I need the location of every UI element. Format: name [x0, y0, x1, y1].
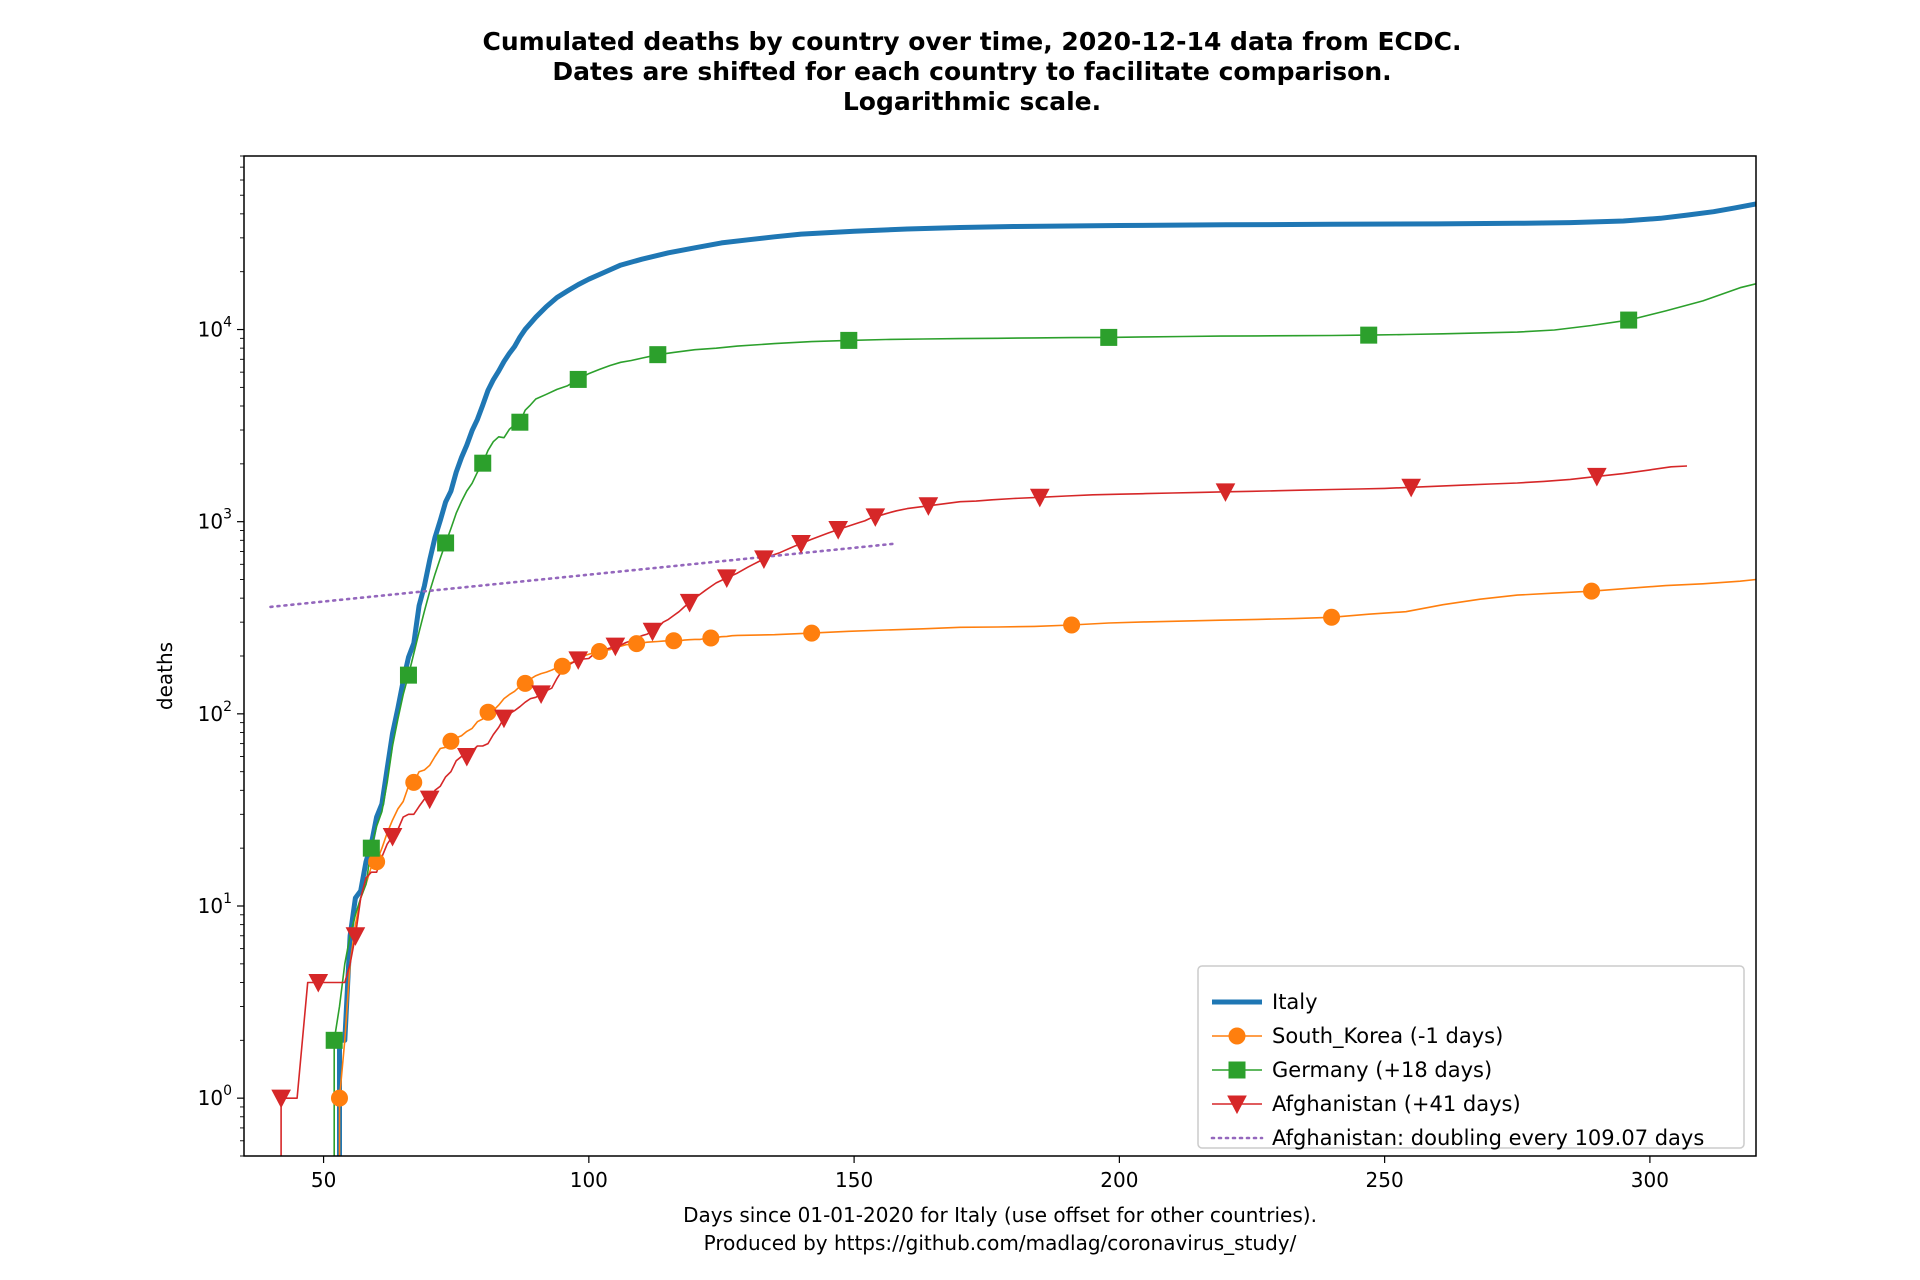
legend-item-south-korea-1-days: South_Korea (-1 days) [1212, 1024, 1503, 1049]
chart-title-line-1: Cumulated deaths by country over time, 2… [482, 27, 1461, 56]
legend-item-italy: Italy [1212, 990, 1318, 1014]
data-point-afghanistan-41-days [918, 497, 939, 516]
x-axis-label: Days since 01-01-2020 for Italy (use off… [683, 1203, 1317, 1255]
series-line-afghanistan-doubling-every-109-07-days [269, 542, 898, 609]
data-point-afghanistan-41-days [494, 709, 514, 729]
data-point-germany-18-days [1100, 328, 1118, 346]
data-point-afghanistan-41-days [531, 685, 551, 704]
data-point-afghanistan-41-days [828, 521, 849, 540]
data-point-germany-18-days [437, 534, 455, 552]
chart-title-line-3: Logarithmic scale. [843, 87, 1101, 116]
data-point-south-korea-1-days [590, 643, 608, 661]
series-line-afghanistan-41-days [280, 465, 1688, 1156]
data-point-germany-18-days [649, 346, 667, 364]
legend-item-germany-18-days: Germany (+18 days) [1212, 1058, 1492, 1082]
data-point-afghanistan-41-days [1587, 467, 1607, 487]
data-point-germany-18-days [399, 666, 417, 684]
data-point-afghanistan-41-days [642, 622, 663, 642]
legend: Italy South_Korea (-1 days) Germany (+18 d… [1197, 965, 1745, 1150]
data-point-south-korea-1-days [516, 674, 534, 692]
data-point-afghanistan-41-days [271, 1089, 291, 1109]
chart-title-line-2: Dates are shifted for each country to fa… [552, 57, 1391, 86]
x-tick-label-250: 250 [1366, 1168, 1404, 1192]
data-point-afghanistan-41-days [1029, 488, 1050, 508]
data-point-south-korea-1-days [665, 632, 683, 650]
y-tick-label-3: 103 [198, 507, 232, 534]
series-line-italy [337, 201, 1756, 1156]
x-tick-label-300: 300 [1631, 1168, 1669, 1192]
x-axis-label-line-1: Days since 01-01-2020 for Italy (use off… [683, 1203, 1317, 1227]
y-tick-label-1: 101 [198, 891, 232, 918]
x-tick-label-100: 100 [570, 1168, 608, 1192]
data-point-afghanistan-41-days [791, 535, 811, 554]
data-point-afghanistan-41-days [419, 790, 440, 810]
legend-label: Afghanistan (+41 days) [1272, 1092, 1521, 1116]
data-point-afghanistan-41-days [716, 569, 737, 588]
chart-title: Cumulated deaths by country over time, 2… [482, 27, 1461, 116]
legend-box [1197, 965, 1745, 1149]
data-point-germany-18-days [325, 1031, 343, 1049]
data-point-afghanistan-41-days [865, 508, 886, 527]
series-layer [269, 201, 1756, 1156]
data-point-afghanistan-41-days [1215, 483, 1236, 502]
data-point-south-korea-1-days [628, 635, 646, 653]
legend-marker [1227, 1095, 1247, 1115]
data-point-south-korea-1-days [442, 732, 460, 750]
data-point-germany-18-days [1360, 326, 1378, 344]
data-point-germany-18-days [511, 413, 529, 431]
legend-label: Germany (+18 days) [1272, 1058, 1492, 1082]
data-point-south-korea-1-days [1063, 616, 1081, 634]
data-point-afghanistan-41-days [679, 593, 700, 613]
data-point-south-korea-1-days [702, 629, 720, 647]
data-point-afghanistan-41-days [1401, 478, 1421, 498]
legend-item-afghanistan-41-days: Afghanistan (+41 days) [1212, 1092, 1521, 1116]
x-axis: 50 100 150 200 250 300 [311, 1156, 1669, 1192]
y-axis-label: deaths [153, 642, 177, 710]
legend-label: Italy [1272, 990, 1318, 1014]
legend-item-afghanistan-doubling-every-109-07-days: Afghanistan: doubling every 109.07 days [1210, 1126, 1704, 1150]
data-point-afghanistan-41-days [568, 651, 589, 670]
x-tick-label-50: 50 [311, 1168, 336, 1192]
data-point-afghanistan-41-days [382, 827, 403, 847]
data-point-germany-18-days [569, 370, 587, 388]
data-point-south-korea-1-days [1583, 582, 1601, 600]
legend-label: South_Korea (-1 days) [1272, 1024, 1503, 1049]
marker-layer [271, 311, 1638, 1109]
data-point-south-korea-1-days [479, 703, 497, 721]
y-tick-label-2: 102 [198, 699, 232, 726]
x-tick-label-150: 150 [835, 1168, 873, 1192]
data-point-south-korea-1-days [330, 1089, 348, 1107]
data-point-south-korea-1-days [553, 657, 571, 675]
legend-marker [1228, 1027, 1246, 1045]
data-point-afghanistan-41-days [605, 637, 626, 657]
data-point-afghanistan-41-days [308, 973, 329, 993]
data-point-germany-18-days [362, 839, 380, 857]
y-tick-label-0: 100 [198, 1083, 232, 1110]
y-axis: 100 101 102 103 104 [198, 155, 244, 1157]
data-point-afghanistan-41-days [754, 550, 774, 570]
y-tick-label-4: 104 [198, 315, 232, 342]
data-point-germany-18-days [1620, 311, 1638, 329]
data-point-afghanistan-41-days [456, 747, 477, 767]
data-point-germany-18-days [474, 454, 492, 472]
legend-marker [1228, 1061, 1246, 1079]
data-point-germany-18-days [840, 331, 858, 349]
data-point-south-korea-1-days [1323, 608, 1341, 626]
x-axis-label-line-2: Produced by https://github.com/madlag/co… [704, 1231, 1297, 1255]
series-line-germany-18-days [333, 283, 1756, 1156]
data-point-south-korea-1-days [803, 624, 821, 642]
data-point-south-korea-1-days [405, 773, 423, 791]
legend-label: Afghanistan: doubling every 109.07 days [1272, 1126, 1704, 1150]
series-line-south-korea-1-days [338, 578, 1756, 1156]
data-point-afghanistan-41-days [345, 927, 366, 946]
x-tick-label-200: 200 [1100, 1168, 1138, 1192]
